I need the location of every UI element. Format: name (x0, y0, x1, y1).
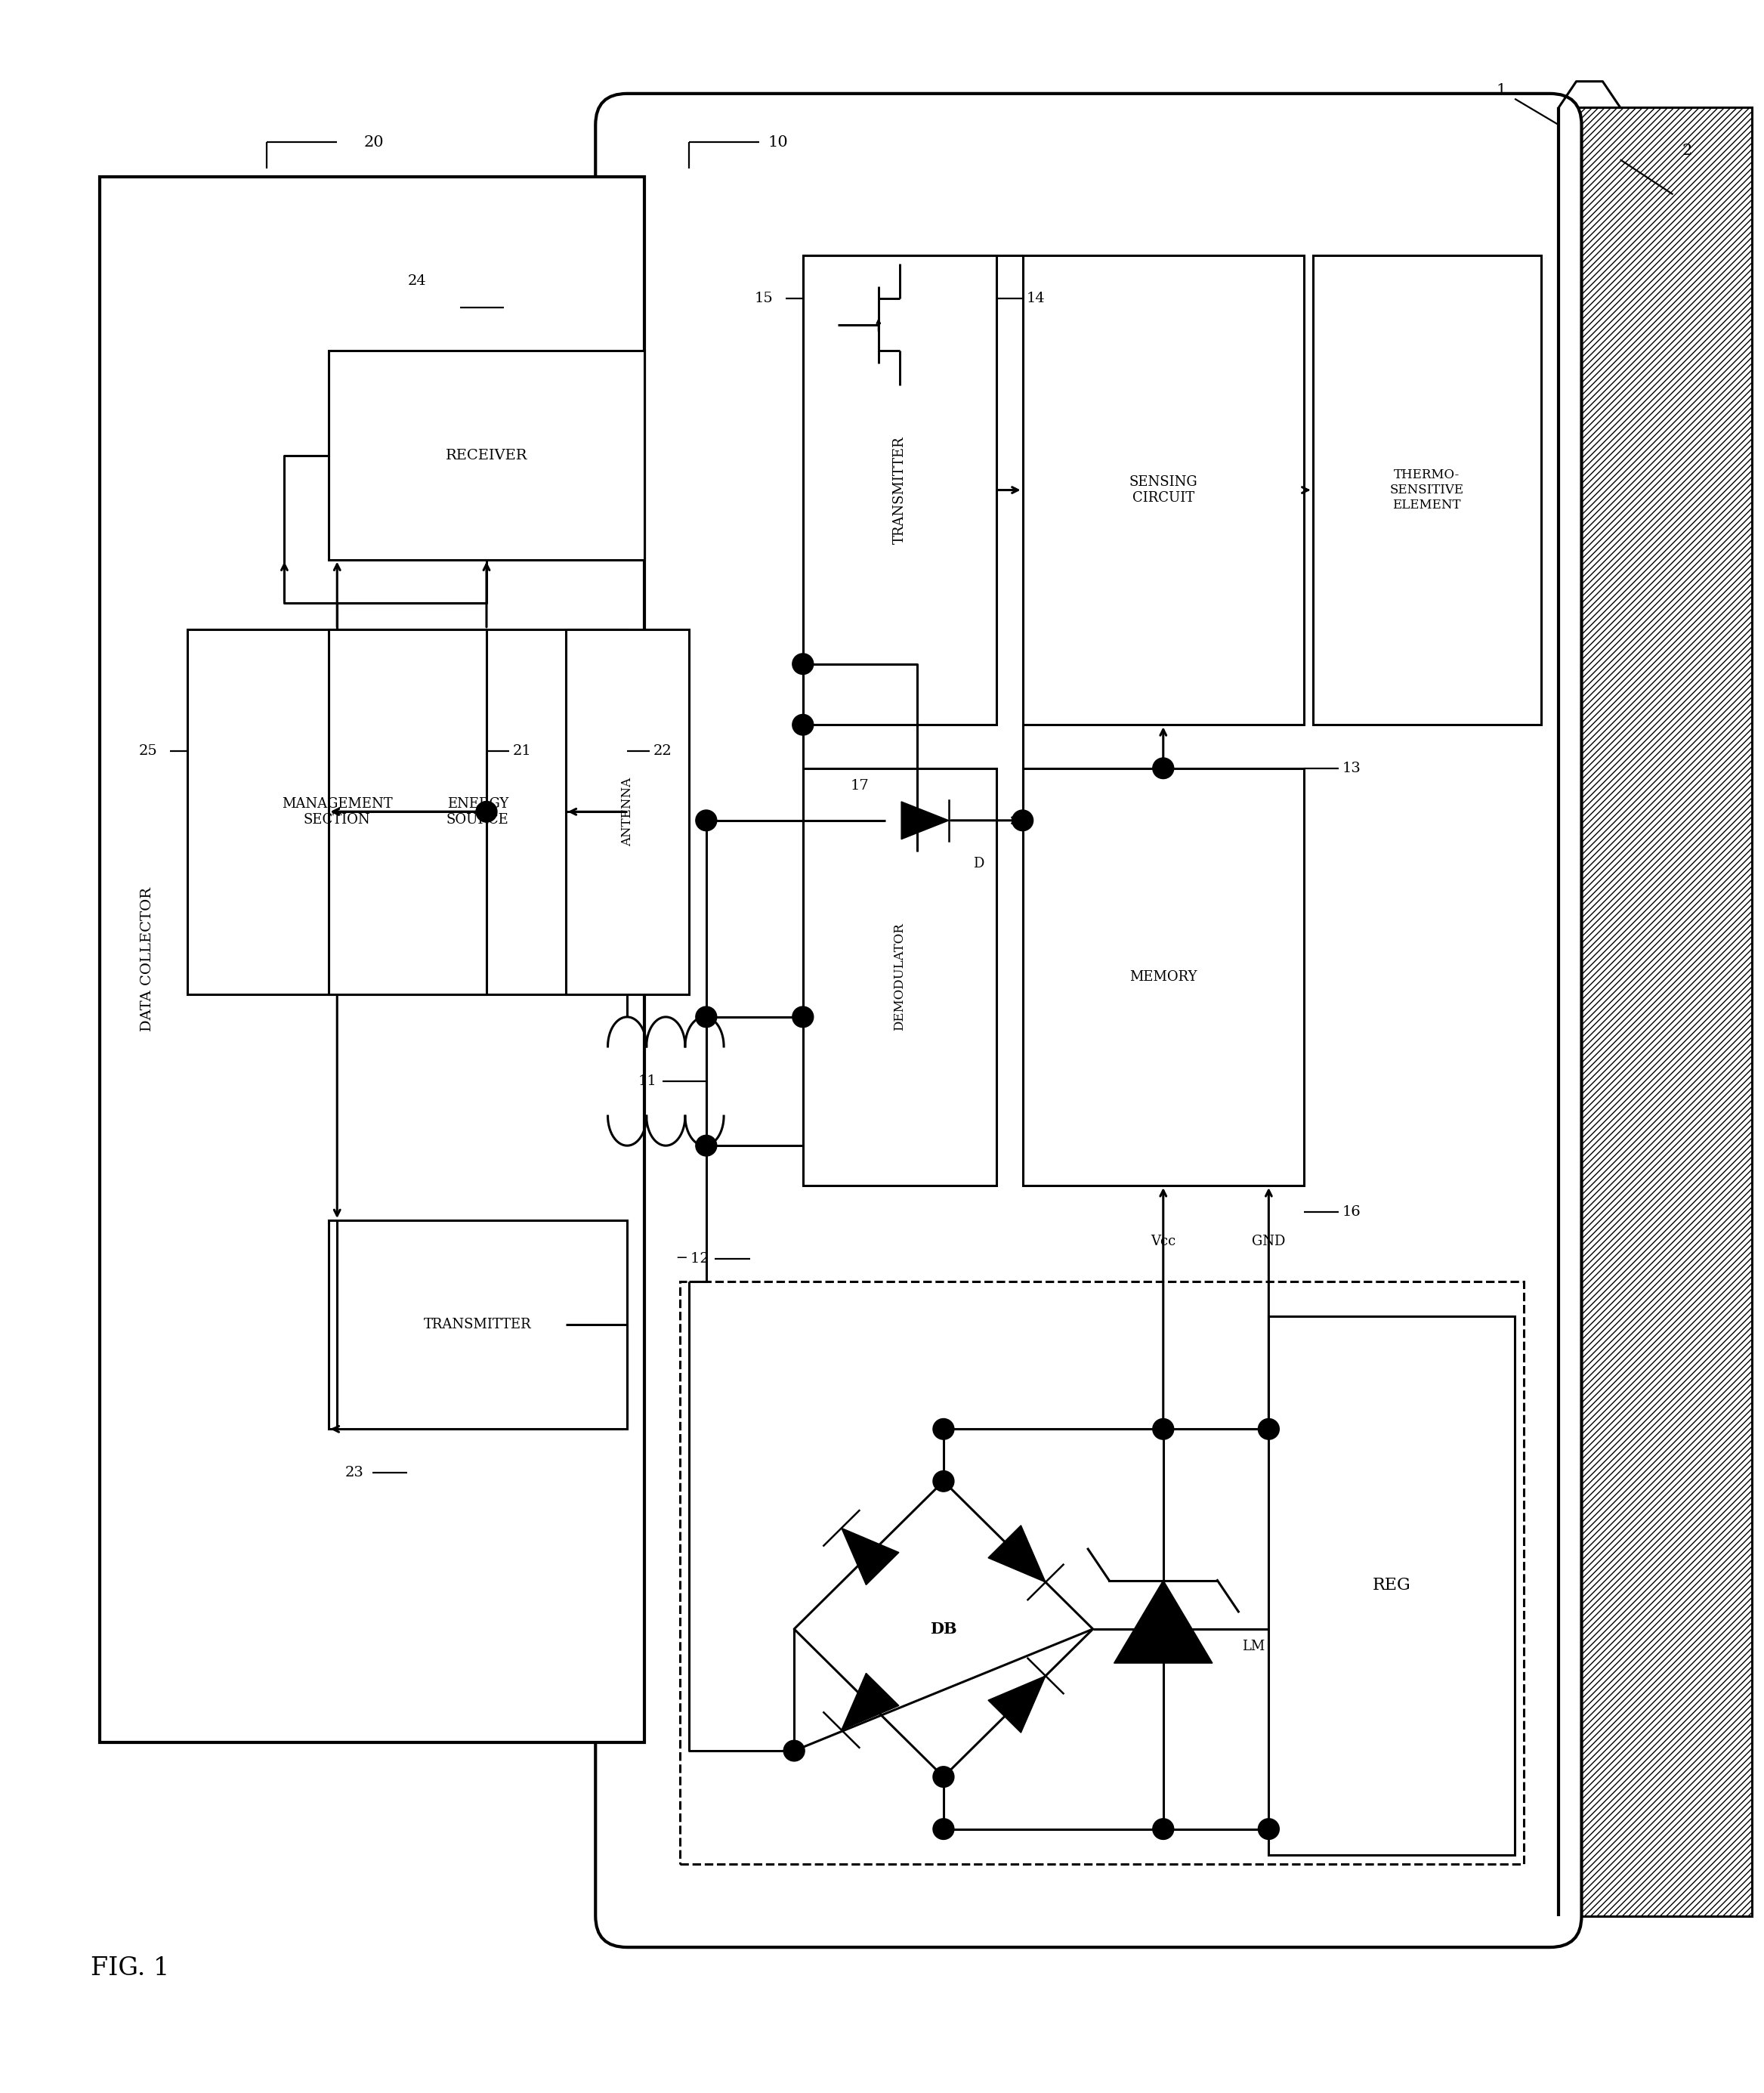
Text: MANAGEMENT
SECTION: MANAGEMENT SECTION (282, 797, 393, 827)
Text: D: D (974, 858, 984, 871)
Circle shape (792, 714, 813, 735)
Text: 11: 11 (639, 1074, 656, 1088)
Text: GND: GND (1252, 1235, 1286, 1247)
Bar (1268, 1316, 1515, 1854)
Bar (1023, 255, 1304, 724)
Text: RECEIVER: RECEIVER (446, 448, 527, 463)
Bar (1023, 768, 1304, 1185)
Text: ─ 12: ─ 12 (677, 1252, 709, 1266)
Text: 17: 17 (850, 779, 870, 793)
Text: 25: 25 (139, 745, 157, 758)
Circle shape (476, 802, 497, 823)
Text: TRANSMITTER: TRANSMITTER (423, 1319, 531, 1331)
Bar (803, 255, 997, 724)
Text: REG: REG (1372, 1578, 1411, 1595)
Bar (566, 630, 688, 994)
Polygon shape (841, 1528, 900, 1584)
Text: 22: 22 (653, 745, 672, 758)
Text: ANTENNA: ANTENNA (621, 777, 633, 846)
Circle shape (1258, 1819, 1279, 1840)
Polygon shape (841, 1672, 900, 1731)
Text: 21: 21 (513, 745, 531, 758)
Text: FIG. 1: FIG. 1 (92, 1957, 169, 1980)
Text: 1: 1 (1496, 84, 1506, 96)
Bar (328, 1220, 628, 1430)
Polygon shape (988, 1526, 1046, 1582)
Text: MEMORY: MEMORY (1129, 971, 1198, 984)
Circle shape (1152, 758, 1173, 779)
Bar (328, 630, 628, 994)
Text: DATA COLLECTOR: DATA COLLECTOR (141, 887, 153, 1032)
Text: ENERGY
SOURCE: ENERGY SOURCE (446, 797, 510, 827)
Text: 16: 16 (1342, 1206, 1362, 1218)
Text: 10: 10 (767, 136, 789, 149)
Circle shape (1152, 1819, 1173, 1840)
Circle shape (792, 1007, 813, 1028)
Text: 20: 20 (363, 136, 383, 149)
Text: DEMODULATOR: DEMODULATOR (893, 923, 907, 1032)
Circle shape (1013, 810, 1034, 831)
Text: 24: 24 (407, 274, 427, 289)
Circle shape (933, 1471, 954, 1492)
Text: 14: 14 (1027, 291, 1044, 306)
Bar (187, 630, 487, 994)
Text: SENSING
CIRCUIT: SENSING CIRCUIT (1129, 475, 1198, 504)
Circle shape (792, 653, 813, 674)
Text: 23: 23 (344, 1465, 363, 1480)
Polygon shape (901, 802, 949, 839)
Text: 13: 13 (1342, 762, 1362, 774)
Polygon shape (988, 1676, 1046, 1733)
Text: 15: 15 (755, 291, 773, 306)
Circle shape (695, 1007, 716, 1028)
Bar (1559, 107, 1752, 1915)
Circle shape (783, 1739, 804, 1760)
Circle shape (1258, 1419, 1279, 1440)
Text: TRANSMITTER: TRANSMITTER (893, 435, 907, 544)
FancyBboxPatch shape (596, 94, 1582, 1946)
Bar (1312, 255, 1542, 724)
Text: Vcc: Vcc (1150, 1235, 1177, 1247)
Circle shape (695, 1134, 716, 1155)
Text: LM: LM (1242, 1639, 1265, 1653)
Circle shape (695, 810, 716, 831)
Polygon shape (1115, 1580, 1212, 1664)
Bar (328, 352, 644, 559)
Text: 2: 2 (1681, 144, 1692, 159)
Text: DB: DB (930, 1622, 958, 1637)
Bar (803, 768, 997, 1185)
Circle shape (1152, 1419, 1173, 1440)
Bar (679, 1281, 1524, 1863)
Circle shape (933, 1419, 954, 1440)
Text: THERMO-
SENSITIVE
ELEMENT: THERMO- SENSITIVE ELEMENT (1390, 469, 1464, 511)
Bar (101, 178, 644, 1741)
Circle shape (933, 1766, 954, 1787)
Circle shape (933, 1819, 954, 1840)
